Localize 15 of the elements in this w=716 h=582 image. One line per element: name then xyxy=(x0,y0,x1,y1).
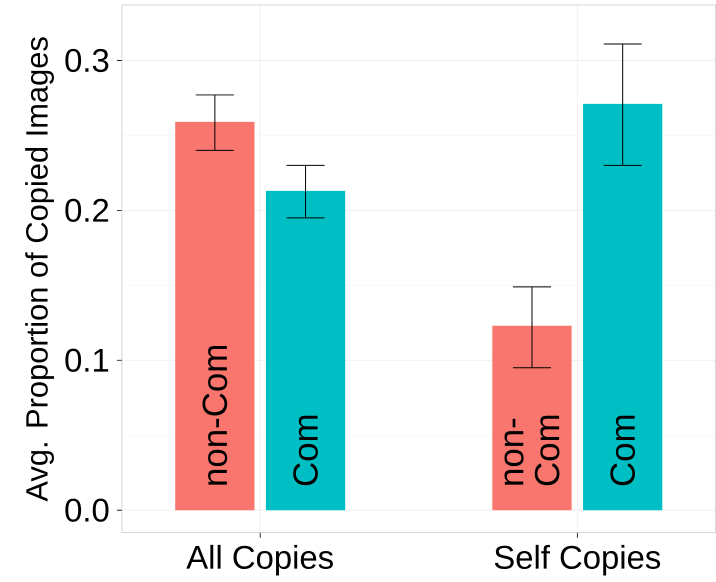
x-tick-label: Self Copies xyxy=(494,544,660,576)
bar xyxy=(583,104,662,510)
text: Com xyxy=(610,416,636,486)
y-tick-label: 0.2 xyxy=(65,198,108,222)
y-tick-label: 0.3 xyxy=(65,48,108,72)
series-label: Com xyxy=(293,416,318,486)
x-tick-label: All Copies xyxy=(186,544,333,576)
y-tick-label: 0.1 xyxy=(65,348,108,372)
bar xyxy=(492,326,572,510)
y-axis-title: Avg. Proportion of Copied Images xyxy=(25,37,54,502)
bar xyxy=(175,122,254,510)
series-label: non-Com xyxy=(504,416,560,486)
text: non-Com xyxy=(202,346,228,484)
bar xyxy=(266,190,346,510)
y-tick-label: 0.0 xyxy=(65,498,108,522)
